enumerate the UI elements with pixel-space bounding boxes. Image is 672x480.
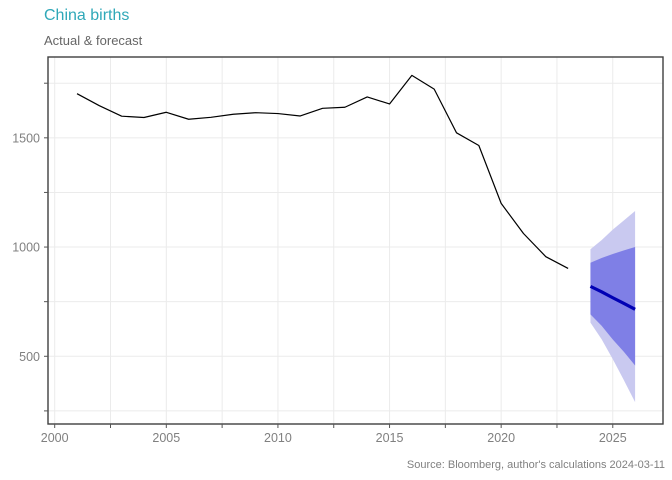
x-tick-label: 2010 bbox=[264, 431, 292, 445]
forecast-median-line bbox=[589, 284, 636, 311]
y-tick-label: 1500 bbox=[12, 131, 40, 145]
plot-border bbox=[47, 56, 664, 425]
actual-line bbox=[76, 74, 569, 269]
x-tick-label: 2005 bbox=[152, 431, 180, 445]
x-tick-label: 2025 bbox=[599, 431, 627, 445]
x-tick-label: 2000 bbox=[41, 431, 69, 445]
x-tick-label: 2015 bbox=[376, 431, 404, 445]
source-note: Source: Bloomberg, author's calculations… bbox=[406, 459, 665, 471]
chart-subtitle: Actual & forecast bbox=[44, 33, 143, 48]
y-tick-label: 500 bbox=[19, 350, 40, 364]
chart-title: China births bbox=[44, 7, 130, 24]
forecast-inner-band-area bbox=[590, 247, 636, 366]
x-tick-label: 2020 bbox=[487, 431, 515, 445]
y-tick-label: 1000 bbox=[12, 241, 40, 255]
